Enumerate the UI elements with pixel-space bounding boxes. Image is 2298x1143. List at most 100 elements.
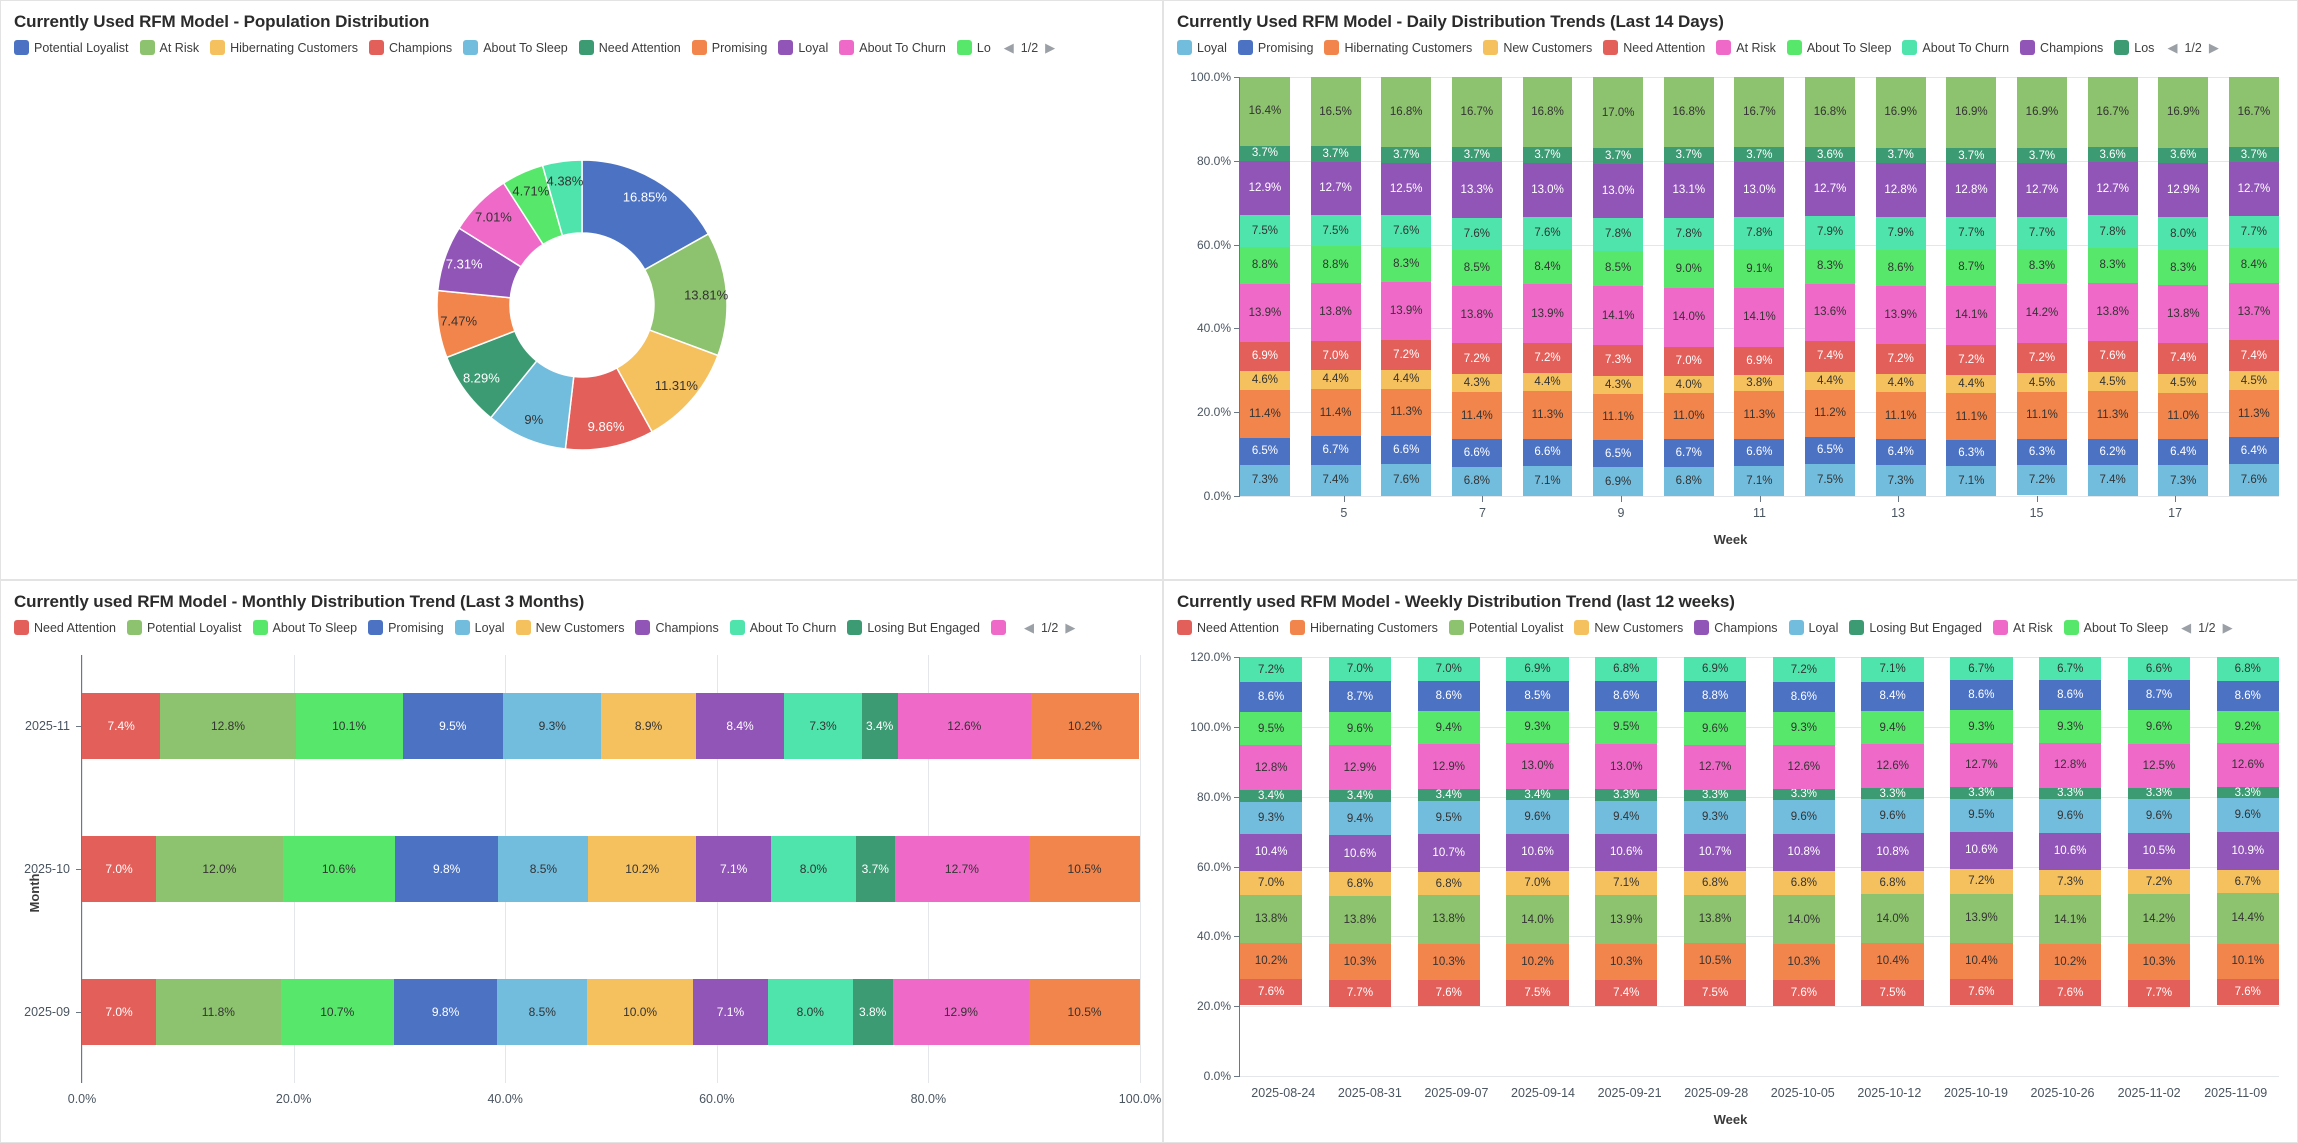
bar-segment[interactable]: 3.4% xyxy=(861,693,898,760)
bar-segment[interactable]: 12.7% xyxy=(894,835,1030,902)
legend-item[interactable]: New Customers xyxy=(1483,40,1592,55)
bar-segment[interactable]: 8.3% xyxy=(1381,247,1432,282)
bar-segment[interactable]: 6.3% xyxy=(2017,438,2067,465)
weekly-stacked-bar-chart[interactable]: 0.0% 20.0% 40.0% 60.0% 80.0% 100.0% 120.0% 7.2%… xyxy=(1164,645,2297,1142)
bar-segment[interactable]: 8.6% xyxy=(2039,680,2102,711)
bar-segment[interactable]: 11.1% xyxy=(2017,392,2067,439)
bar-segment[interactable]: 13.8% xyxy=(1328,895,1392,944)
daily-stacked-bar-chart[interactable]: 0.0% 20.0% 40.0% 60.0% 80.0% 100.0% 16.4% 3.7% 1… xyxy=(1164,65,2297,565)
bar-segment[interactable]: 12.7% xyxy=(2087,162,2138,216)
bar-segment[interactable]: 12.8% xyxy=(1946,163,1997,217)
legend-item[interactable]: About To Churn xyxy=(729,620,836,635)
stacked-bar[interactable]: 2025-11 7.4% 12.8% 10.1% 9.5% 9.3% 8.9% 8.4% 7.3… xyxy=(25,693,1140,760)
bar-segment[interactable]: 16.8% xyxy=(1805,77,1855,148)
bar-segment[interactable]: 8.5% xyxy=(1451,250,1502,286)
bar-segment[interactable]: 13.1% xyxy=(1663,162,1714,218)
bar-segment[interactable]: 11.3% xyxy=(2087,391,2138,439)
legend-item[interactable]: Los xyxy=(2114,40,2154,55)
stacked-bar[interactable]: 2025-10 7.0% 12.0% 10.6% 9.8% 8.5% 10.2% 7.1% 8.… xyxy=(24,835,1141,902)
stacked-bar[interactable]: 16.8% 3.7% 12.5% 7.6% 8.3% 13.9% 7.2% 4.4% 11.3%… xyxy=(1381,77,1432,496)
bar-segment[interactable]: 10.4% xyxy=(1240,834,1303,871)
bar-segment[interactable]: 14.0% xyxy=(1506,895,1569,945)
bar-segment[interactable]: 8.7% xyxy=(1328,681,1392,712)
bar-segment[interactable]: 12.8% xyxy=(1240,745,1303,790)
bar-segment[interactable]: 12.9% xyxy=(1240,161,1290,216)
bar-segment[interactable]: 10.6% xyxy=(1950,831,2013,869)
bar-segment[interactable]: 3.7% xyxy=(1734,146,1785,163)
bar-segment[interactable]: 4.4% xyxy=(1946,374,1997,394)
bar-segment[interactable]: 6.8% xyxy=(1861,870,1924,895)
bar-segment[interactable]: 6.3% xyxy=(1946,439,1997,467)
bar-segment[interactable]: 6.6% xyxy=(1381,436,1432,464)
bar-segment[interactable]: 9.6% xyxy=(1772,800,1836,834)
bar-segment[interactable]: 7.3% xyxy=(2039,869,2102,896)
bar-segment[interactable]: 14.0% xyxy=(1663,288,1714,347)
bar-segment[interactable]: 3.7% xyxy=(1946,147,1997,164)
bar-segment[interactable]: 9.1% xyxy=(1734,249,1785,288)
legend-item[interactable]: Champions xyxy=(368,40,452,55)
legend-item[interactable]: Need Attention xyxy=(1603,40,1705,55)
bar-segment[interactable]: 16.9% xyxy=(1875,77,1926,148)
bar-segment[interactable]: 12.6% xyxy=(1861,743,1924,788)
bar-segment[interactable]: 6.9% xyxy=(1593,467,1644,497)
bar-segment[interactable]: 6.9% xyxy=(1734,346,1785,376)
bar-segment[interactable]: 9.5% xyxy=(1240,712,1303,746)
bar-segment[interactable]: 7.1% xyxy=(1946,466,1997,496)
stacked-bar[interactable]: 17.0% 3.7% 13.0% 7.8% 8.5% 14.1% 7.3% 4.3% 11.1%… xyxy=(1593,77,1644,497)
bar-segment[interactable]: 7.1% xyxy=(1522,466,1573,496)
bar-segment[interactable]: 7.1% xyxy=(1595,870,1658,896)
legend-item[interactable]: Potential Loyalist xyxy=(1448,620,1563,635)
bar-segment[interactable]: 8.6% xyxy=(1950,680,2013,711)
stacked-bar[interactable]: 6.8% 8.6% 9.5% 13.0% 3.3% 9.4% 10.6% 7.1% 13.9% 1… xyxy=(1595,657,1658,1076)
bar-segment[interactable]: 10.6% xyxy=(2039,832,2102,870)
bar-segment[interactable]: 6.8% xyxy=(1328,872,1392,896)
bar-segment[interactable]: 13.8% xyxy=(1240,895,1303,944)
bar-segment[interactable]: 12.5% xyxy=(1381,162,1432,216)
bar-segment[interactable]: 7.0% xyxy=(1310,340,1361,371)
bar-segment[interactable]: 16.4% xyxy=(1240,77,1290,146)
bar-segment[interactable]: 12.5% xyxy=(2127,743,2191,788)
bar-segment[interactable]: 10.2% xyxy=(1030,693,1139,760)
bar-segment[interactable]: 11.8% xyxy=(155,978,281,1045)
bar-segment[interactable]: 6.5% xyxy=(1593,439,1644,468)
bar-segment[interactable]: 7.3% xyxy=(1240,464,1290,496)
bar-segment[interactable]: 11.3% xyxy=(1381,388,1432,437)
bar-segment[interactable]: 12.7% xyxy=(1950,742,2013,788)
bar-segment[interactable]: 16.9% xyxy=(2017,77,2067,148)
bar-segment[interactable]: 11.3% xyxy=(1522,391,1573,439)
stacked-bar[interactable]: 16.7% 3.7% 13.0% 7.8% 9.1% 14.1% 6.9% 3.8% 11.3%… xyxy=(1734,77,1785,496)
bar-segment[interactable]: 4.4% xyxy=(1522,372,1573,392)
bar-segment[interactable]: 12.7% xyxy=(2017,163,2067,217)
bar-segment[interactable]: 13.3% xyxy=(1451,162,1502,219)
bar-segment[interactable]: 11.1% xyxy=(1593,393,1644,440)
bar-segment[interactable]: 11.1% xyxy=(1875,392,1926,439)
bar-segment[interactable]: 10.5% xyxy=(1029,978,1141,1045)
bar-segment[interactable]: 14.4% xyxy=(2216,893,2279,944)
bar-segment[interactable]: 8.6% xyxy=(1772,682,1836,713)
bar-segment[interactable]: 7.6% xyxy=(1950,978,2013,1006)
bar-segment[interactable]: 13.8% xyxy=(1683,894,1747,943)
bar-segment[interactable]: 6.5% xyxy=(1240,437,1290,465)
bar-segment[interactable]: 7.6% xyxy=(1240,978,1303,1006)
bar-segment[interactable]: 7.5% xyxy=(1861,979,1924,1006)
bar-segment[interactable]: 7.6% xyxy=(1772,979,1836,1007)
bar-segment[interactable]: 4.5% xyxy=(2158,373,2209,393)
legend-item[interactable]: Need Attention xyxy=(1177,620,1279,635)
bar-segment[interactable]: 10.5% xyxy=(1029,835,1141,902)
stacked-bar[interactable]: 6.7% 8.6% 9.3% 12.7% 3.3% 9.5% 10.6% 7.2% 13.9% 1… xyxy=(1950,657,2013,1076)
bar-segment[interactable]: 7.4% xyxy=(1595,979,1658,1006)
bar-segment[interactable]: 13.0% xyxy=(1506,743,1569,789)
bar-segment[interactable]: 3.6% xyxy=(1805,147,1855,163)
monthly-stacked-bar-chart[interactable]: 0.0% 20.0% 40.0% 60.0% 80.0% 100.0% 2025-11 7.4… xyxy=(1,643,1162,1142)
legend-item[interactable]: Promising xyxy=(691,40,767,55)
bar-segment[interactable]: 7.0% xyxy=(1328,657,1392,682)
bar-segment[interactable]: 11.3% xyxy=(1734,391,1785,439)
bar-segment[interactable]: 6.6% xyxy=(1451,439,1502,468)
bar-segment[interactable]: 9.6% xyxy=(2127,799,2191,833)
bar-segment[interactable]: 16.8% xyxy=(1381,77,1432,148)
bar-segment[interactable]: 9.4% xyxy=(1328,802,1392,836)
bar-segment[interactable]: 10.7% xyxy=(1417,834,1480,872)
stacked-bar[interactable]: 7.2% 8.6% 9.5% 12.8% 3.4% 9.3% 10.4% 7.0% 13.8% 1… xyxy=(1240,657,1303,1076)
stacked-bar[interactable]: 2025-09 7.0% 11.8% 10.7% 9.8% 8.5% 10.0% 7.1% 8.… xyxy=(24,978,1141,1045)
bar-segment[interactable]: 7.6% xyxy=(1381,215,1432,248)
